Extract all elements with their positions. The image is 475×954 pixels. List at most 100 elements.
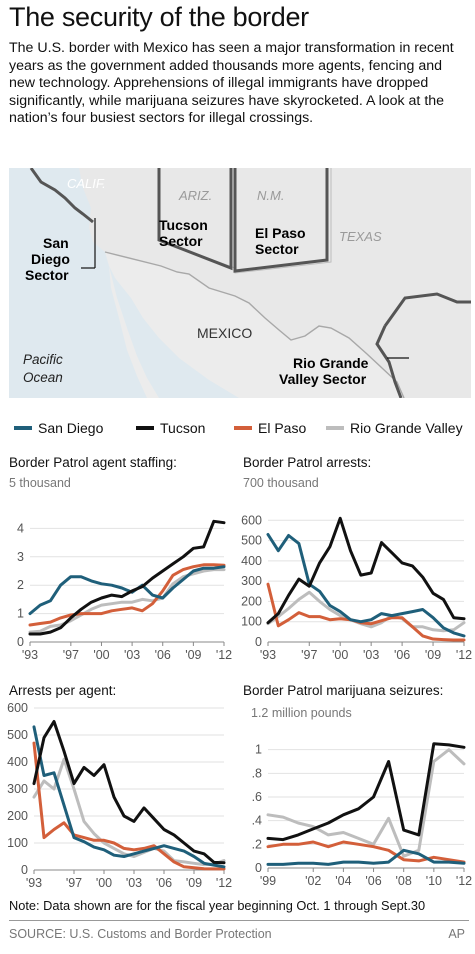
x-tick-label: '09 xyxy=(186,876,202,890)
y-tick-label: .8 xyxy=(252,766,262,780)
chart-border-arrests: 0 100 200 300 400 500 600 '93 '97 '00 '03 '06 '09 '12 xyxy=(241,513,472,662)
series-line-el-paso xyxy=(28,563,226,627)
legend-label: Tucson xyxy=(160,420,206,436)
sector-label-el-paso-1: El Paso xyxy=(255,225,306,241)
series-line-tucson xyxy=(266,516,466,625)
el-paso-sector-outline xyxy=(233,168,329,273)
chart-agent-staffing: 0 1 2 3 4 '93 '97 '00 '03 '06 '09 '12 xyxy=(17,519,232,662)
chart-unit-arrests: 700 thousand xyxy=(243,476,319,490)
series-line-tucson xyxy=(266,742,466,842)
series-line-el-paso xyxy=(32,741,226,871)
x-tick-label: '00 xyxy=(93,648,109,662)
legend-label: El Paso xyxy=(258,420,307,436)
chart-title-staffing: Border Patrol agent staffing: xyxy=(9,455,177,470)
y-tick-label: 0 xyxy=(17,635,24,649)
y-tick-label: 600 xyxy=(7,701,28,715)
series-line-san-diego xyxy=(28,565,226,616)
mexico-landmass xyxy=(105,252,404,398)
series-line-tucson xyxy=(28,519,226,636)
x-tick-label: '06 xyxy=(394,648,410,662)
sector-label-rio-grande-2: Valley Sector xyxy=(279,371,367,387)
x-tick-label: '93 xyxy=(26,876,42,890)
legend-item-san-diego: San Diego xyxy=(14,420,103,436)
chart-marijuana-seizures: 0 .2 .4 .6 .8 1 '99 '02 '04 '06 '08 '10 '12 xyxy=(252,742,472,888)
y-tick-label: 400 xyxy=(241,554,262,568)
us-landmass xyxy=(79,168,471,398)
chart-unit-marijuana-seizures: 1.2 million pounds xyxy=(251,706,352,720)
y-tick-label: 2 xyxy=(17,578,24,592)
border-map: CALIF. ARIZ. N.M. TEXAS MEXICO Pacific O… xyxy=(9,168,471,398)
x-tick-label: '03 xyxy=(124,648,140,662)
x-tick-label: '97 xyxy=(301,648,317,662)
y-tick-label: 0 xyxy=(21,863,28,877)
x-tick-label: '09 xyxy=(425,648,441,662)
state-label-ariz: ARIZ. xyxy=(178,188,212,203)
sector-label-tucson-2: Sector xyxy=(159,233,203,249)
series-line-rio-grande-valley xyxy=(266,590,466,633)
y-tick-label: 300 xyxy=(241,574,262,588)
footnote: Note: Data shown are for the fiscal year… xyxy=(9,898,426,913)
legend-swatch xyxy=(326,426,344,430)
legend-swatch xyxy=(14,426,32,430)
chart-title-marijuana-seizures: Border Patrol marijuana seizures: xyxy=(243,683,444,698)
state-label-texas: TEXAS xyxy=(339,229,382,244)
country-label-mexico: MEXICO xyxy=(197,325,252,341)
credit-line: AP xyxy=(448,927,465,941)
sector-label-rio-grande-1: Rio Grande xyxy=(293,355,369,371)
state-label-nm: N.M. xyxy=(257,188,284,203)
x-tick-label: '06 xyxy=(156,876,172,890)
x-tick-label: '06 xyxy=(365,874,381,888)
page-title: The security of the border xyxy=(9,2,309,32)
series-line-tucson xyxy=(32,720,226,865)
series-line-rio-grande-valley xyxy=(266,748,466,858)
x-tick-label: '08 xyxy=(396,874,412,888)
x-tick-label: '93 xyxy=(22,648,38,662)
sector-label-san-diego-3: Sector xyxy=(25,267,69,283)
x-tick-label: '06 xyxy=(155,648,171,662)
y-tick-label: .4 xyxy=(252,814,262,828)
series-line-rio-grande-valley xyxy=(28,568,226,634)
chart-title-arrests: Border Patrol arrests: xyxy=(243,455,372,470)
x-tick-label: '93 xyxy=(260,648,276,662)
y-tick-label: 1 xyxy=(17,607,24,621)
y-tick-label: 500 xyxy=(7,728,28,742)
legend-swatch xyxy=(136,426,154,430)
y-tick-label: 200 xyxy=(7,809,28,823)
x-tick-label: '00 xyxy=(332,648,348,662)
y-tick-label: 500 xyxy=(241,534,262,548)
chart-unit-staffing: 5 thousand xyxy=(9,476,71,490)
y-tick-label: 3 xyxy=(17,550,24,564)
chart-title-arrests-per-agent: Arrests per agent: xyxy=(9,683,117,698)
x-tick-label: '12 xyxy=(456,874,472,888)
x-tick-label: '03 xyxy=(126,876,142,890)
y-tick-label: 0 xyxy=(255,861,262,875)
legend-label: Rio Grande Valley xyxy=(350,420,463,436)
x-tick-label: '00 xyxy=(96,876,112,890)
x-tick-label: '97 xyxy=(63,648,79,662)
x-tick-label: '04 xyxy=(335,874,351,888)
y-tick-label: 300 xyxy=(7,782,28,796)
sector-label-san-diego-2: Diego xyxy=(31,251,70,267)
y-tick-label: 0 xyxy=(255,635,262,649)
y-tick-label: 600 xyxy=(241,513,262,527)
rio-grande-sector-outline xyxy=(375,292,471,398)
series-line-san-diego xyxy=(266,533,466,638)
state-label-calif: CALIF. xyxy=(67,176,106,191)
legend-label: San Diego xyxy=(38,420,104,436)
series-line-el-paso xyxy=(266,840,466,864)
series-line-san-diego xyxy=(266,848,466,866)
legend-swatch xyxy=(234,426,252,430)
intro-text: The U.S. border with Mexico has seen a m… xyxy=(9,40,454,127)
x-tick-label: '03 xyxy=(363,648,379,662)
ocean-label-line-1: Pacific xyxy=(23,352,63,367)
sector-label-san-diego-1: San xyxy=(43,235,69,251)
chart-arrests-per-agent: 0 100 200 300 400 500 600 '93 '97 '00 '03 '06 '09 '12 xyxy=(7,701,232,890)
source-line: SOURCE: U.S. Customs and Border Protecti… xyxy=(9,927,272,941)
gulf-of-california xyxy=(130,316,176,392)
x-tick-label: '97 xyxy=(66,876,82,890)
divider xyxy=(9,920,469,921)
x-tick-label: '12 xyxy=(216,648,232,662)
ocean-label-line-2: Ocean xyxy=(23,370,63,385)
x-tick-label: '12 xyxy=(216,876,232,890)
x-tick-label: '99 xyxy=(260,874,276,888)
